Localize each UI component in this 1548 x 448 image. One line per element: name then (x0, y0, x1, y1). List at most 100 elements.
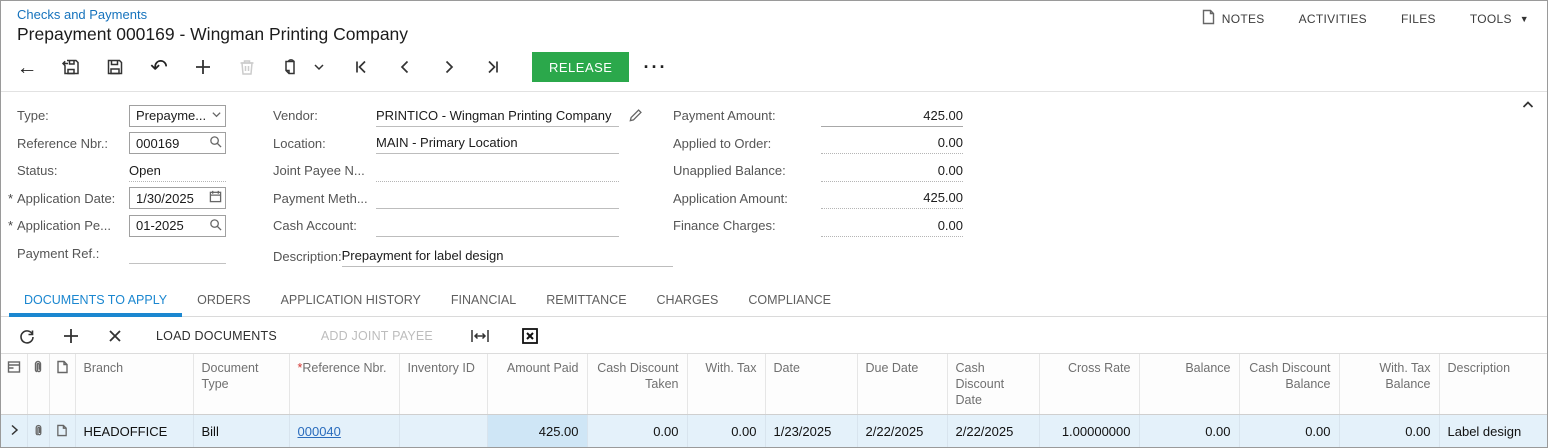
field-application-amount: Application Amount: 425.00 (673, 185, 973, 213)
cell-cross-rate[interactable]: 1.00000000 (1039, 414, 1140, 447)
column-header-reference-nbr[interactable]: *Reference Nbr. (289, 354, 400, 415)
required-marker: * (8, 190, 14, 206)
application-period-input[interactable]: 01-2025 (129, 214, 226, 237)
payment-ref-label: Payment Ref.: (17, 245, 100, 261)
tab-application-history[interactable]: APPLICATION HISTORY (280, 293, 421, 307)
release-button[interactable]: RELEASE (532, 52, 630, 82)
tab-compliance[interactable]: COMPLIANCE (748, 293, 832, 307)
cell-branch[interactable]: HEADOFFICE (75, 414, 194, 447)
column-header-description[interactable]: Description (1439, 354, 1547, 415)
application-date-input[interactable]: 1/30/2025 (129, 187, 226, 210)
cell-inventory-id[interactable] (399, 414, 488, 447)
cell-due-date[interactable]: 2/22/2025 (857, 414, 948, 447)
cell-cash-discount-taken[interactable]: 0.00 (587, 414, 688, 447)
column-header-balance[interactable]: Balance (1139, 354, 1240, 415)
finance-charges-label: Finance Charges: (673, 218, 776, 234)
cell-date[interactable]: 1/23/2025 (765, 414, 858, 447)
add-row-button[interactable] (54, 319, 88, 353)
reference-nbr-link[interactable]: 000040 (297, 424, 341, 440)
type-label: Type: (17, 108, 49, 124)
payment-ref-input[interactable] (129, 242, 226, 265)
copy-paste-menu-button[interactable] (310, 50, 328, 84)
copy-paste-button[interactable] (274, 50, 308, 84)
save-button[interactable] (98, 50, 132, 84)
activities-button[interactable]: ACTIVITIES (1299, 12, 1367, 26)
save-and-close-button[interactable] (54, 50, 88, 84)
row-settings-column-header[interactable] (1, 354, 28, 415)
cell-amount-paid[interactable]: 425.00 (487, 414, 588, 447)
location-input[interactable]: MAIN - Primary Location (376, 132, 619, 155)
column-header-date[interactable]: Date (765, 354, 858, 415)
row-attachment-icon[interactable] (27, 414, 50, 447)
more-actions-button[interactable]: ··· (643, 56, 668, 77)
notes-button[interactable]: NOTES (1201, 9, 1265, 28)
cell-description[interactable]: Label design (1439, 414, 1547, 447)
cell-with-tax-balance[interactable]: 0.00 (1339, 414, 1440, 447)
column-header-cash-discount-taken[interactable]: Cash Discount Taken (587, 354, 688, 415)
next-record-button[interactable] (432, 50, 466, 84)
plus-icon (62, 327, 80, 345)
payment-amount-input[interactable]: 425.00 (821, 105, 963, 127)
cash-account-input[interactable] (376, 215, 619, 237)
row-expand-button[interactable] (1, 414, 28, 447)
payment-method-input[interactable] (376, 187, 619, 210)
cell-balance[interactable]: 0.00 (1139, 414, 1240, 447)
load-documents-button[interactable]: LOAD DOCUMENTS (156, 328, 277, 343)
column-header-cash-discount-balance[interactable]: Cash Discount Balance (1239, 354, 1340, 415)
tab-remittance[interactable]: REMITTANCE (546, 293, 627, 307)
magnifier-icon[interactable] (209, 135, 222, 151)
column-header-due-date[interactable]: Due Date (857, 354, 948, 415)
cell-cash-discount-date[interactable]: 2/22/2025 (947, 414, 1040, 447)
tab-charges[interactable]: CHARGES (656, 293, 719, 307)
magnifier-icon[interactable] (209, 218, 222, 234)
field-joint-payee: Joint Payee N... (273, 157, 673, 185)
breadcrumb[interactable]: Checks and Payments (17, 7, 148, 22)
column-header-cross-rate[interactable]: Cross Rate (1039, 354, 1140, 415)
last-record-button[interactable] (476, 50, 510, 84)
export-to-excel-button[interactable] (513, 319, 547, 353)
delete-row-button[interactable] (98, 319, 132, 353)
column-header-with-tax[interactable]: With. Tax (687, 354, 766, 415)
first-record-button[interactable] (344, 50, 378, 84)
tools-menu-button[interactable]: TOOLS ▼ (1470, 12, 1529, 26)
joint-payee-input (376, 160, 619, 182)
field-payment-amount: Payment Amount: 425.00 (673, 102, 973, 130)
cell-with-tax[interactable]: 0.00 (687, 414, 766, 447)
column-header-with-tax-balance[interactable]: With. Tax Balance (1339, 354, 1440, 415)
cell-cash-discount-balance[interactable]: 0.00 (1239, 414, 1340, 447)
reference-nbr-label: Reference Nbr.: (17, 135, 109, 151)
grid-header-row: Branch Document Type *Reference Nbr. Inv… (1, 354, 1547, 415)
unapplied-balance-value: 0.00 (821, 160, 963, 182)
column-header-document-type[interactable]: Document Type (193, 354, 290, 415)
plus-icon (193, 57, 213, 77)
row-note-icon[interactable] (49, 414, 76, 447)
column-header-inventory-id[interactable]: Inventory ID (399, 354, 488, 415)
back-button[interactable]: ← (10, 50, 44, 84)
description-input[interactable]: Prepayment for label design (341, 245, 673, 268)
column-header-amount-paid[interactable]: Amount Paid (487, 354, 588, 415)
previous-record-button[interactable] (388, 50, 422, 84)
fit-width-icon (470, 328, 490, 344)
fit-to-screen-button[interactable] (463, 319, 497, 353)
refresh-button[interactable] (10, 319, 44, 353)
type-combobox[interactable]: Prepayme... (129, 104, 226, 127)
edit-vendor-button[interactable] (628, 108, 643, 123)
vendor-input[interactable]: PRINTICO - Wingman Printing Company (376, 105, 619, 127)
column-header-cash-discount-date[interactable]: Cash Discount Date (947, 354, 1040, 415)
collapse-panel-button[interactable] (1521, 98, 1535, 117)
add-new-button[interactable] (186, 50, 220, 84)
nav-previous-icon (396, 58, 414, 76)
chevron-down-icon[interactable] (211, 108, 222, 123)
summary-form: Type: Prepayme... Reference Nbr.: 000169 (1, 92, 1547, 282)
column-header-branch[interactable]: Branch (75, 354, 194, 415)
tab-documents-to-apply[interactable]: DOCUMENTS TO APPLY (9, 284, 183, 317)
files-button[interactable]: FILES (1401, 12, 1436, 26)
reference-nbr-input[interactable]: 000169 (129, 132, 226, 155)
table-row[interactable]: HEADOFFICE Bill 000040 425.00 0.00 0.00 … (1, 414, 1547, 447)
calendar-icon[interactable] (209, 190, 222, 206)
tab-orders[interactable]: ORDERS (197, 293, 251, 307)
tab-financial[interactable]: FINANCIAL (450, 293, 517, 307)
unapplied-balance-label: Unapplied Balance: (673, 163, 786, 179)
cell-document-type[interactable]: Bill (193, 414, 290, 447)
undo-button[interactable]: ↶ (142, 50, 176, 84)
